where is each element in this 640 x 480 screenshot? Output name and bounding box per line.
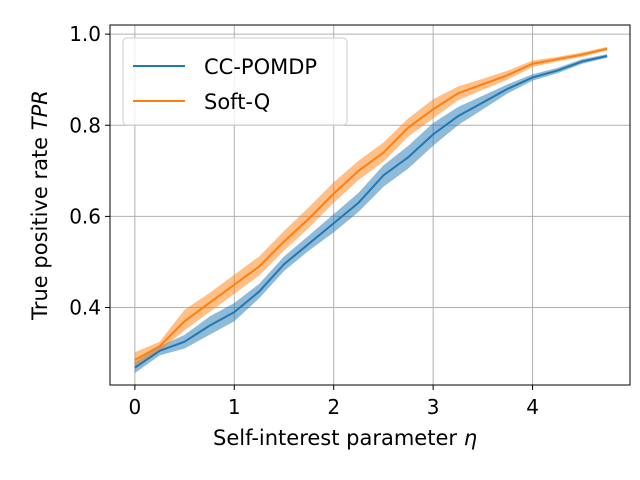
y-axis-label-text: True positive rate bbox=[28, 130, 52, 321]
y-axis-label: True positive rate TPR bbox=[28, 90, 52, 321]
x-axis-label-text: Self-interest parameter bbox=[213, 426, 464, 450]
y-tick-label: 0.6 bbox=[69, 204, 101, 228]
x-tick-label: 4 bbox=[526, 395, 539, 419]
y-axis-label-symbol: TPR bbox=[28, 90, 52, 130]
band-cc-pomdp bbox=[134, 54, 608, 374]
x-axis-ticks: 0 1 2 3 4 bbox=[128, 385, 539, 419]
legend-label-soft-q: Soft-Q bbox=[204, 90, 270, 114]
x-tick-label: 3 bbox=[427, 395, 440, 419]
legend: CC-POMDP Soft-Q bbox=[122, 37, 348, 126]
plot-frame bbox=[109, 24, 631, 386]
x-tick-label: 1 bbox=[228, 395, 241, 419]
y-axis-ticks: 0.4 0.6 0.8 1.0 bbox=[69, 22, 110, 320]
y-tick-label: 0.4 bbox=[69, 296, 101, 320]
line-cc-pomdp bbox=[134, 55, 608, 369]
line-soft-q bbox=[134, 47, 608, 361]
confidence-bands bbox=[134, 46, 608, 374]
series-lines bbox=[134, 47, 608, 369]
x-tick-label: 0 bbox=[128, 395, 141, 419]
x-axis-label-symbol: η bbox=[464, 426, 477, 450]
legend-box bbox=[122, 37, 348, 126]
legend-label-cc-pomdp: CC-POMDP bbox=[204, 55, 317, 79]
y-tick-label: 0.8 bbox=[69, 113, 101, 137]
y-tick-label: 1.0 bbox=[69, 22, 101, 46]
x-tick-label: 2 bbox=[327, 395, 340, 419]
x-axis-label: Self-interest parameter η bbox=[213, 426, 477, 450]
